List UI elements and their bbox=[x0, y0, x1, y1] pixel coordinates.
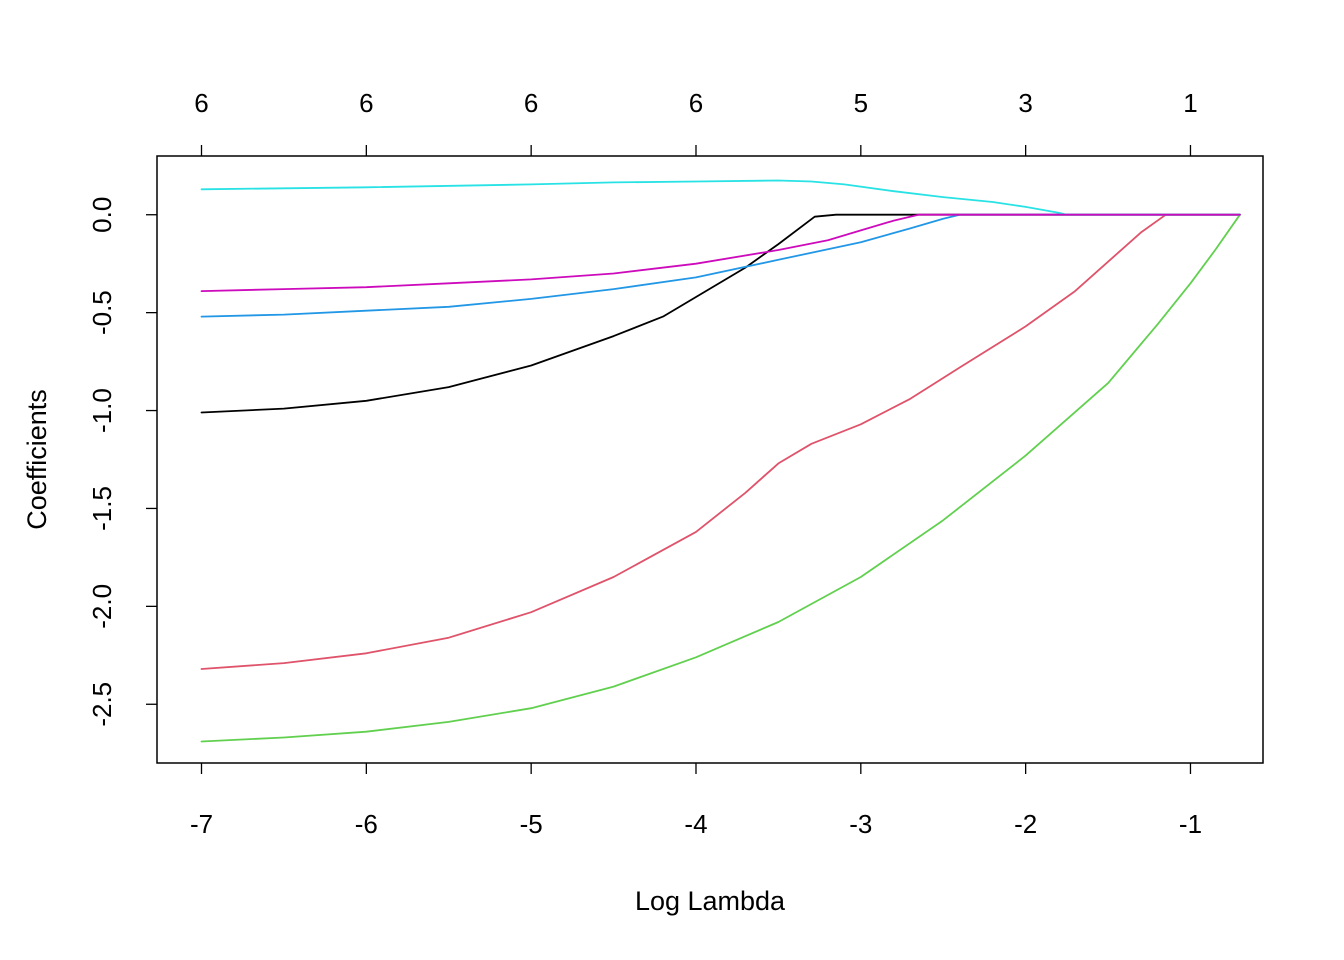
y-tick-label: -2.5 bbox=[87, 682, 117, 727]
x-tick-label: -4 bbox=[684, 809, 707, 839]
top-tick-label: 6 bbox=[524, 88, 538, 118]
y-tick-label: 0.0 bbox=[87, 197, 117, 233]
series-line-4 bbox=[200, 213, 1241, 318]
top-tick-label: 6 bbox=[194, 88, 208, 118]
series-line-5 bbox=[200, 179, 1241, 216]
x-tick-label: -6 bbox=[355, 809, 378, 839]
y-tick-label: -0.5 bbox=[87, 290, 117, 335]
top-tick-label: 5 bbox=[854, 88, 868, 118]
series-line-6 bbox=[200, 213, 1241, 292]
plot-frame bbox=[156, 155, 1264, 764]
y-tick-label: -2.0 bbox=[87, 584, 117, 629]
series-line-2 bbox=[200, 213, 1241, 670]
x-tick-label: -3 bbox=[849, 809, 872, 839]
x-tick-label: -2 bbox=[1014, 809, 1037, 839]
x-axis-title: Log Lambda bbox=[635, 886, 786, 916]
x-tick-label: -5 bbox=[520, 809, 543, 839]
y-axis: 0.0 -0.5 -1.0 -1.5 -2.0 -2.5 bbox=[87, 197, 157, 727]
top-tick-label: 3 bbox=[1018, 88, 1032, 118]
x-axis: -7 -6 -5 -4 -3 -2 -1 bbox=[190, 763, 1202, 839]
series-layer bbox=[200, 179, 1241, 743]
series-line-1 bbox=[200, 213, 1241, 414]
y-axis-title: Coefficients bbox=[22, 389, 52, 530]
x-tick-label: -7 bbox=[190, 809, 213, 839]
top-tick-label: 6 bbox=[359, 88, 373, 118]
y-tick-label: -1.0 bbox=[87, 388, 117, 433]
top-axis: 6 6 6 6 5 3 1 bbox=[194, 88, 1198, 156]
x-tick-label: -1 bbox=[1179, 809, 1202, 839]
y-tick-label: -1.5 bbox=[87, 486, 117, 531]
top-tick-label: 6 bbox=[689, 88, 703, 118]
top-tick-label: 1 bbox=[1183, 88, 1197, 118]
series-line-3 bbox=[200, 213, 1241, 743]
